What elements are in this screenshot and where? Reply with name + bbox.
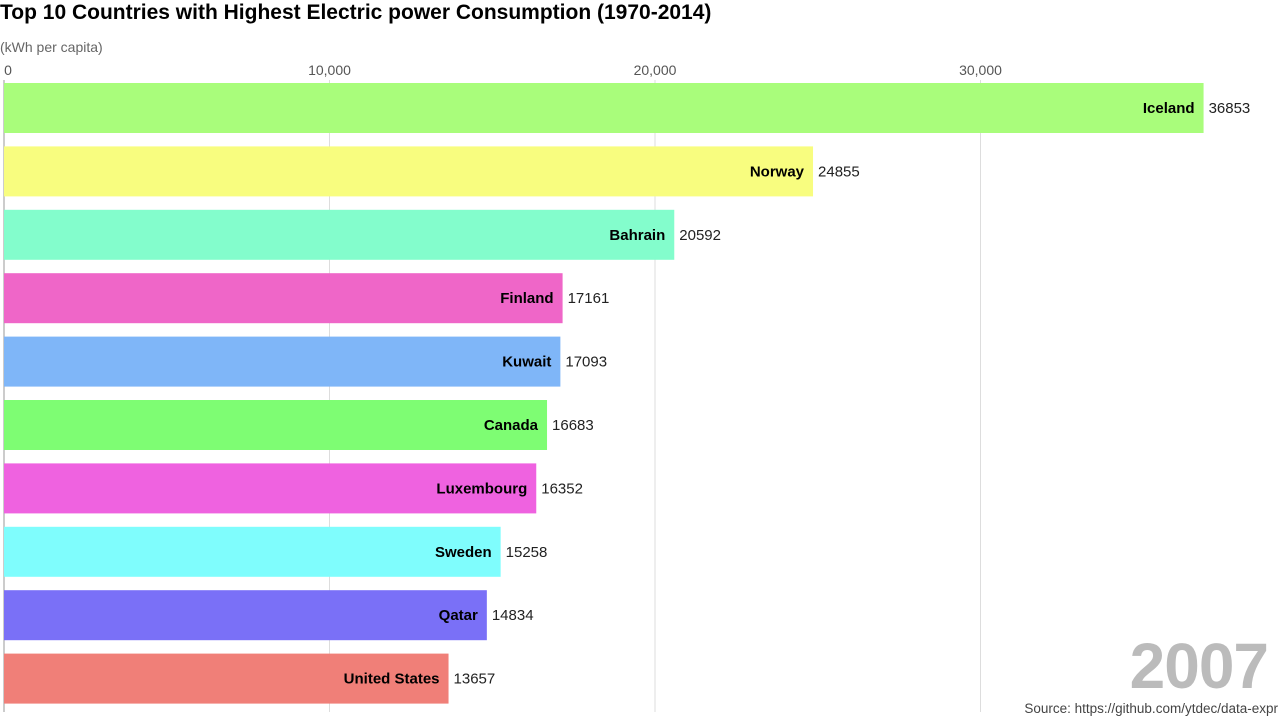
bar <box>4 209 675 260</box>
bar-category-label: Canada <box>484 417 539 434</box>
bar <box>4 590 487 641</box>
bar-category-label: Sweden <box>435 544 492 561</box>
bar <box>4 526 501 577</box>
bar-category-label: Luxembourg <box>436 480 527 497</box>
bar <box>4 83 1204 133</box>
bar <box>4 400 548 450</box>
bar-category-label: Bahrain <box>609 227 665 244</box>
bar <box>4 653 449 704</box>
bar <box>4 336 561 387</box>
x-tick-label: 30,000 <box>959 62 1002 78</box>
bar <box>4 146 814 197</box>
x-tick-label: 0 <box>4 62 12 78</box>
year-label: 2007 <box>1129 630 1269 702</box>
bar-category-label: United States <box>344 671 440 688</box>
x-tick-label: 10,000 <box>308 62 351 78</box>
bar-value-label: 16683 <box>552 417 594 434</box>
bar-value-label: 16352 <box>541 480 583 497</box>
bar <box>4 273 563 324</box>
bar-value-label: 17093 <box>565 354 607 371</box>
bar <box>4 463 537 514</box>
source-label: Source: https://github.com/ytdec/data-ex… <box>1024 701 1278 716</box>
bar-category-label: Iceland <box>1143 100 1195 117</box>
bar-value-label: 36853 <box>1209 100 1251 117</box>
x-tick-label: 20,000 <box>634 62 677 78</box>
chart-title: Top 10 Countries with Highest Electric p… <box>0 1 712 24</box>
bar-value-label: 20592 <box>679 227 721 244</box>
bar-value-label: 14834 <box>492 607 534 624</box>
bar-value-label: 15258 <box>506 544 548 561</box>
bar-value-label: 17161 <box>568 290 610 307</box>
bar-category-label: Kuwait <box>502 354 551 371</box>
bar-value-label: 24855 <box>818 163 860 180</box>
unit-label: (kWh per capita) <box>0 39 103 55</box>
bar-category-label: Qatar <box>439 607 478 624</box>
bar-category-label: Finland <box>500 290 553 307</box>
bar-value-label: 13657 <box>454 671 496 688</box>
bar-category-label: Norway <box>750 163 805 180</box>
